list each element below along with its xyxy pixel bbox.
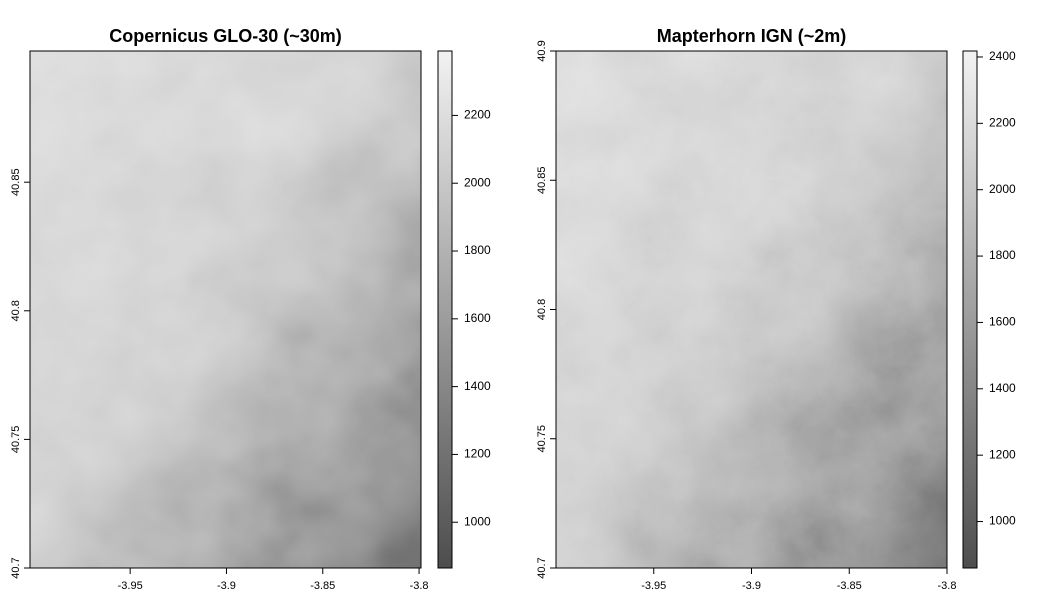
- colorbar: [437, 50, 453, 569]
- colorbar-tick-label: 1600: [989, 315, 1016, 329]
- y-tick-label: 40.75: [536, 425, 548, 453]
- y-tick-label: 40.85: [536, 166, 548, 194]
- chart-title: Copernicus GLO-30 (~30m): [109, 26, 342, 46]
- y-tick-label: 40.9: [536, 40, 548, 61]
- y-tick-label: 40.8: [536, 299, 548, 320]
- x-tick-label: -3.9: [217, 580, 236, 592]
- colorbar-tick-label: 1800: [989, 248, 1016, 262]
- colorbar-tick-label: 2200: [464, 108, 491, 122]
- colorbar-tick-label: 1800: [464, 243, 491, 257]
- colorbar-tick-label: 1400: [464, 379, 491, 393]
- x-tick-label: -3.85: [310, 580, 335, 592]
- y-tick-label: 40.75: [10, 426, 22, 454]
- colorbar-tick-label: 2200: [989, 116, 1016, 130]
- colorbar-tick-label: 1600: [464, 311, 491, 325]
- x-tick-label: -3.95: [641, 580, 666, 592]
- chart-title: Mapterhorn IGN (~2m): [657, 26, 847, 46]
- colorbar-tick-label: 2000: [989, 182, 1016, 196]
- y-tick-label: 40.85: [10, 168, 22, 196]
- colorbar-tick-label: 1000: [464, 514, 491, 528]
- colorbar-tick-label: 2400: [989, 49, 1016, 63]
- colorbar-tick-label: 2000: [464, 175, 491, 189]
- y-tick-label: 40.7: [10, 557, 22, 578]
- colorbar-tick-label: 1400: [989, 381, 1016, 395]
- colorbar: [962, 50, 978, 569]
- plot-frame: [29, 50, 422, 569]
- terrain-raster: [30, 51, 421, 568]
- x-tick-label: -3.8: [410, 580, 429, 592]
- terrain-raster: [556, 51, 947, 568]
- y-tick-label: 40.7: [536, 557, 548, 578]
- colorbar-tick-label: 1200: [464, 447, 491, 461]
- colorbar-tick-label: 1200: [989, 447, 1016, 461]
- y-tick-label: 40.8: [10, 300, 22, 321]
- x-tick-label: -3.9: [742, 580, 761, 592]
- colorbar-tick-label: 1000: [989, 514, 1016, 528]
- x-tick-label: -3.85: [837, 580, 862, 592]
- x-tick-label: -3.8: [938, 580, 957, 592]
- x-tick-label: -3.95: [118, 580, 143, 592]
